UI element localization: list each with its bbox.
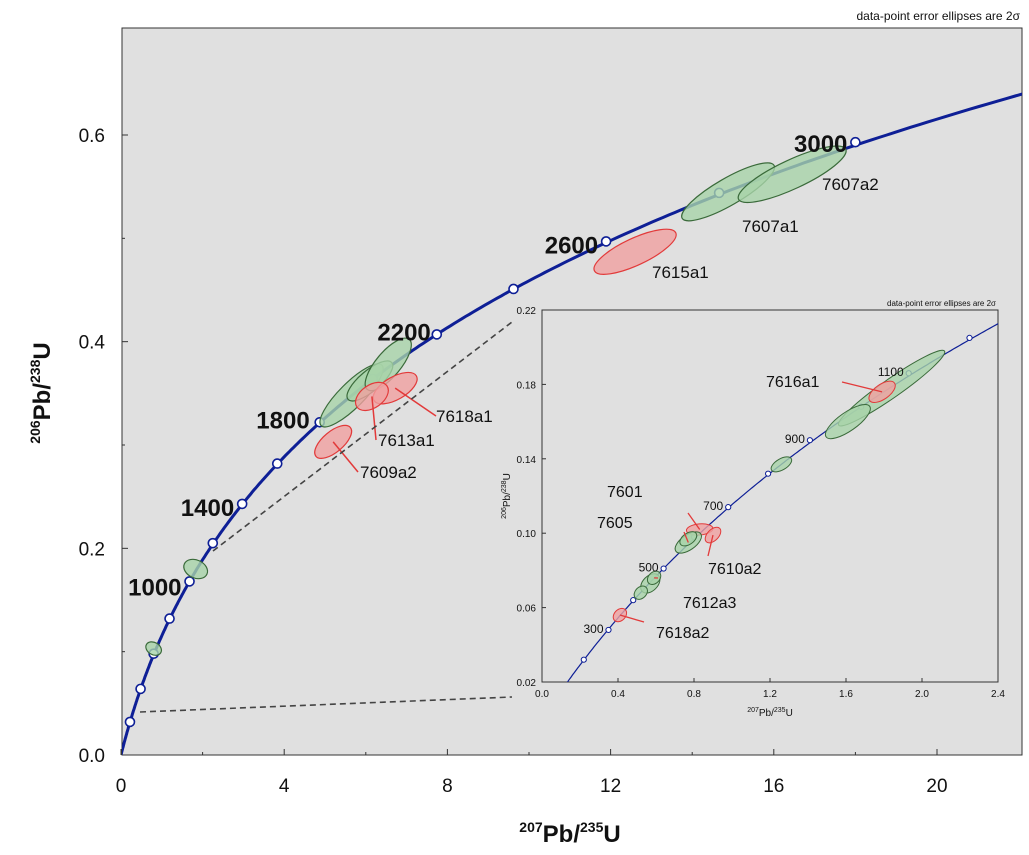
inset-leader-line — [683, 531, 689, 543]
inset-age-label: 1100 — [878, 365, 904, 379]
inset-concordia-curve — [566, 323, 998, 682]
x-tick-label: 0 — [116, 776, 127, 797]
error-ellipse-note: data-point error ellipses are 2σ — [857, 9, 1021, 23]
sample-label-7607a2: 7607a2 — [822, 175, 879, 194]
inset-x-tick-label: 1.2 — [763, 689, 777, 700]
sample-label-7607a1: 7607a1 — [742, 217, 799, 236]
sample-label-7618a1: 7618a1 — [436, 407, 493, 426]
concordia-age-marker — [508, 283, 519, 295]
inset-x-tick-label: 0.0 — [535, 689, 549, 700]
inset-concordia-marker — [725, 504, 732, 511]
inset-age-label: 300 — [583, 622, 603, 636]
leader-line — [332, 441, 359, 473]
x-tick-label: 16 — [763, 776, 784, 797]
x-tick-label: 4 — [279, 776, 290, 797]
concordia-age-marker — [850, 136, 861, 148]
concordia-age-marker — [271, 458, 283, 469]
inset-sample-label-7610a2: 7610a2 — [708, 561, 761, 578]
inset-age-label: 900 — [785, 432, 805, 446]
inset-x-tick-label: 0.4 — [611, 689, 625, 700]
inset-sample-label-7601: 7601 — [607, 484, 643, 501]
inset-leader-line — [687, 512, 701, 530]
inset-y-tick-label: 0.18 — [517, 380, 537, 391]
inset-y-tick-label: 0.14 — [517, 455, 537, 466]
leader-line — [394, 387, 437, 417]
inset-y-tick-label: 0.02 — [517, 678, 537, 689]
inset-concordia-marker — [630, 597, 637, 604]
inset-x-tick-label: 1.6 — [839, 689, 853, 700]
inset-y-tick-label: 0.10 — [517, 529, 537, 540]
concordia-age-label: 1800 — [256, 407, 309, 434]
concordia-age-marker — [124, 716, 136, 728]
concordia-age-label: 3000 — [794, 131, 847, 158]
inset-x-tick-label: 0.8 — [687, 689, 701, 700]
sample-label-7615a1: 7615a1 — [652, 263, 709, 282]
inset-x-tick-label: 2.0 — [915, 689, 929, 700]
inset-y-axis-title: 206Pb/238U — [501, 473, 513, 519]
concordia-age-label: 1000 — [128, 574, 181, 601]
x-tick-label: 20 — [926, 776, 947, 797]
inset-error-ellipse — [770, 456, 793, 473]
inset-concordia-marker — [806, 437, 814, 444]
concordia-age-marker — [600, 236, 612, 247]
inset-x-axis-title: 207Pb/235U — [747, 707, 793, 719]
concordia-age-marker — [184, 576, 195, 587]
y-tick-label: 0.6 — [79, 126, 105, 147]
inset-error-ellipse — [824, 404, 871, 440]
inset-concordia-marker — [660, 565, 667, 572]
concordia-age-marker — [135, 683, 146, 695]
leader-line — [371, 396, 377, 441]
inset-leader-line — [841, 381, 883, 393]
zoom-guide-line-bottom — [139, 696, 513, 713]
inset-sample-label-7612a3: 7612a3 — [683, 595, 736, 612]
inset-x-tick-label: 2.4 — [991, 689, 1005, 700]
inset-leader-line — [619, 614, 645, 623]
inset-error-ellipse — [633, 585, 648, 600]
inset-concordia-marker — [580, 656, 587, 663]
zoom-guide-line-top — [212, 321, 513, 552]
y-tick-label: 0.4 — [79, 333, 106, 354]
inset-concordia-marker — [605, 626, 612, 634]
concordia-age-marker — [431, 329, 443, 340]
y-tick-label: 0.2 — [79, 539, 105, 560]
ellipse-7607a1 — [681, 162, 776, 222]
inset-sample-label-7605: 7605 — [597, 515, 633, 532]
concordia-age-label: 2200 — [377, 319, 430, 346]
concordia-age-marker — [207, 537, 219, 549]
inset-sample-label-7618a2: 7618a2 — [656, 625, 709, 642]
inset-leader-line — [707, 534, 714, 557]
x-tick-label: 12 — [600, 776, 621, 797]
inset-age-label: 700 — [703, 499, 723, 513]
concordia-age-marker — [236, 498, 248, 510]
inset-plot: 0.0 0.4 0.8 1.2 1.6 2.0 2.4 0.02 0.06 0.10 0.14 0.1… — [501, 299, 1005, 719]
sample-label-7613a1: 7613a1 — [378, 431, 435, 450]
concordia-age-label: 2600 — [545, 232, 598, 259]
inset-concordia-marker — [966, 334, 973, 341]
inset-y-tick-label: 0.22 — [517, 306, 537, 317]
x-axis-title: 207Pb/235U — [519, 819, 620, 848]
inset-error-ellipse-note: data-point error ellipses are 2σ — [887, 299, 996, 308]
inset-y-tick-label: 0.06 — [517, 604, 537, 615]
error-ellipse — [145, 641, 163, 656]
concordia-age-label: 1400 — [181, 495, 234, 522]
ellipse-7607a2 — [737, 145, 847, 204]
y-axis-title: 206Pb/238U — [27, 342, 56, 443]
error-ellipse — [183, 558, 209, 580]
ellipse-7615a1 — [593, 228, 677, 275]
inset-concordia-marker — [765, 470, 772, 477]
x-tick-label: 8 — [442, 776, 453, 797]
inset-sample-label-7616a1: 7616a1 — [766, 374, 819, 391]
concordia-age-marker — [164, 613, 175, 624]
sample-label-7609a2: 7609a2 — [360, 463, 417, 482]
y-tick-label: 0.0 — [79, 746, 105, 767]
inset-age-label: 500 — [639, 561, 659, 575]
